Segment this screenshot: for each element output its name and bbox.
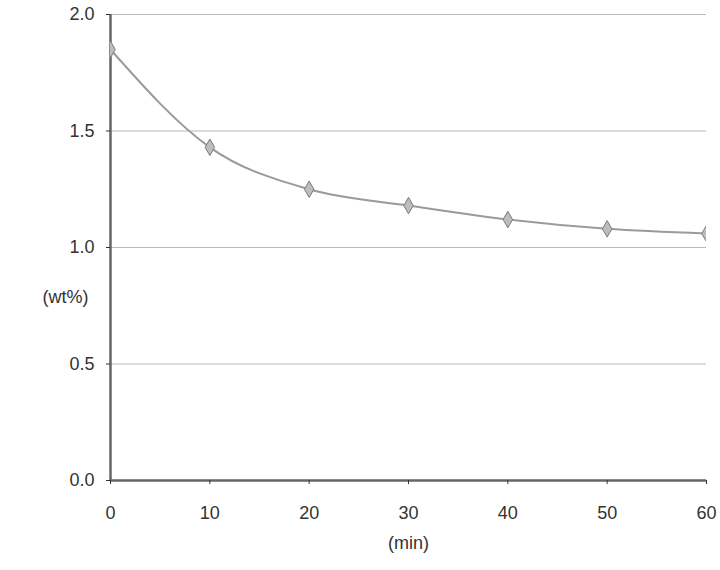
svg-text:10: 10 [200, 503, 220, 523]
svg-text:(min): (min) [388, 533, 429, 553]
svg-text:50: 50 [597, 503, 617, 523]
svg-text:0: 0 [105, 503, 115, 523]
svg-text:0.0: 0.0 [69, 470, 94, 490]
svg-text:30: 30 [398, 503, 418, 523]
svg-text:40: 40 [498, 503, 518, 523]
svg-text:20: 20 [299, 503, 319, 523]
svg-text:1.5: 1.5 [69, 121, 94, 141]
svg-text:1.0: 1.0 [69, 237, 94, 257]
svg-text:(wt%): (wt%) [43, 287, 89, 307]
svg-text:60: 60 [696, 503, 716, 523]
svg-text:2.0: 2.0 [69, 4, 94, 24]
svg-text:0.5: 0.5 [69, 354, 94, 374]
